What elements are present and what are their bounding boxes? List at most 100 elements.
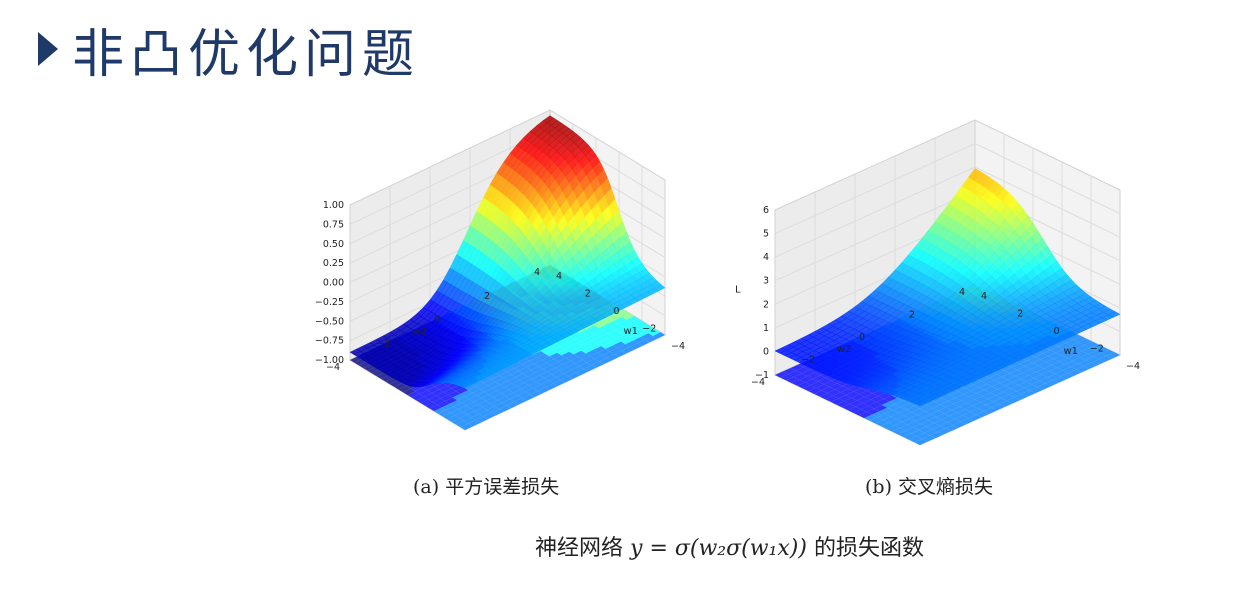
contour-cell [1090,344,1104,351]
contour-cell [1011,363,1025,370]
contour-cell [1019,360,1033,367]
contour-cell [571,332,584,340]
contour-cell [457,396,470,403]
contour-cell [795,367,810,374]
contour-cell [998,364,1012,371]
contour-cell [439,385,452,393]
contour-cell [537,387,550,394]
contour-cell [595,330,608,338]
contour-cell [999,379,1014,386]
chart-b-svg: −1 0 1 2 3 4 5 6 4 2 0 −2 −4 −4 −2 0 2 4 w1 w2 L [735,119,1140,446]
contour-cell [1073,336,1087,343]
contour-cell [990,389,1004,396]
contour-cell [871,411,886,418]
contour-cell [1015,372,1029,379]
contour-cell [587,334,600,341]
contour-cell [594,321,607,329]
contour-cell [490,400,503,407]
contour-cell [564,345,577,352]
contour-cell [584,340,597,348]
x-tick-label: −4 [1126,361,1140,372]
contour-cell [613,308,626,315]
contour-cell [630,318,643,326]
contour-cell [486,372,499,380]
contour-cell [590,352,603,359]
contour-cell [874,405,888,412]
contour-cell [549,352,562,360]
contour-cell [510,395,523,402]
contour-cell [625,340,638,347]
contour-cell [597,348,610,356]
contour-cell [790,364,804,371]
contour-cell [1060,373,1074,380]
contour-cell [385,377,398,385]
contour-cell [1029,386,1044,394]
contour-cell [1084,341,1098,348]
contour-cell [1036,368,1050,375]
contour-cell [606,354,619,361]
contour-cell [394,383,407,390]
contour-cell [464,392,477,400]
contour-cell [825,395,839,402]
contour-cell [1087,350,1102,357]
contour-cell [1071,342,1085,349]
contour-cell [1085,356,1100,363]
contour-cell [1080,353,1094,360]
contour-cell [458,405,471,412]
contour-cell [482,403,495,410]
contour-cell [552,379,565,387]
contour-cell [519,376,532,383]
contour-cell [972,402,986,409]
contour-cell [425,402,438,409]
contour-cell [633,336,646,344]
contour-cell [456,420,469,428]
contour-cell [535,369,548,376]
contour-cell [552,346,565,353]
contour-cell [548,377,561,384]
formula-expression: y = σ(w₂σ(w₁x)) [630,536,807,561]
contour-cell [580,338,593,345]
contour-cell [960,381,974,389]
contour-cell [546,359,559,366]
contour-cell [879,407,893,414]
contour-cell [878,392,892,399]
contour-cell [528,381,541,389]
contour-cell [443,388,456,395]
y-tick-label: −4 [326,362,340,373]
contour-cell [608,338,621,346]
contour-cell [497,396,510,403]
contour-cell [883,395,898,402]
contour-cell [967,378,981,385]
contour-cell [419,390,432,397]
x-tick-label: 2 [1017,309,1023,320]
contour-cell [1026,378,1040,385]
contour-cell [823,380,838,387]
contour-cell [449,400,462,407]
contour-cell [499,405,512,412]
contour-cell [603,327,616,334]
contour-cell [576,344,590,351]
contour-cell [1022,369,1037,376]
contour-cell [1006,397,1020,404]
contour-cell [924,429,938,436]
contour-cell [890,413,905,420]
surface-patch [460,382,473,389]
contour-cell [980,398,994,405]
contour-cell [955,394,970,401]
contour-cell [644,326,657,334]
contour-cell [455,411,468,419]
contour-cell [468,386,481,393]
contour-cell [605,345,618,352]
z-tick-label: −1.00 [315,355,344,366]
x-tick-label: 0 [1054,326,1060,337]
z-tick-label: 3 [763,276,769,287]
contour-cell [524,379,537,386]
contour-cell [889,398,903,405]
contour-cell [1010,385,1025,392]
contour-cell [485,397,498,404]
contour-cell [1017,366,1031,373]
contour-cell [976,390,990,397]
contour-cell [1029,350,1043,357]
contour-cell [810,381,824,388]
contour-cell [498,371,511,379]
